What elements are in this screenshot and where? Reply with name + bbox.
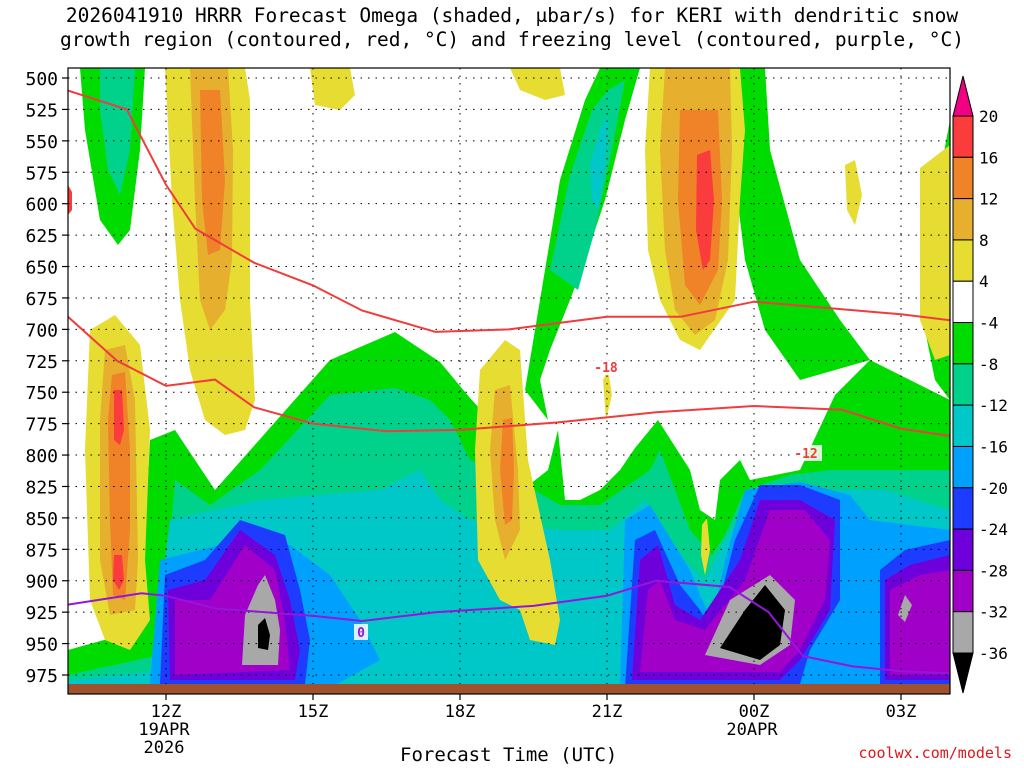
colorbar-tick-label: 4 — [979, 272, 989, 291]
y-tick-label: 825 — [25, 477, 58, 498]
y-tick-label: 700 — [25, 320, 58, 341]
y-tick-label: 575 — [25, 163, 58, 184]
omega-colorbar: 20 16 12 8 4 -4 -8 -12 -16 -20 -24 -28 -32 -36 — [952, 75, 1008, 694]
y-tick-label: 875 — [25, 540, 58, 561]
colorbar-swatch — [952, 156, 974, 200]
grid-lines — [68, 68, 950, 694]
contour-label-minus18: -18 — [594, 361, 618, 376]
contour-label-zero: 0 — [357, 626, 365, 641]
x-tick-date-label: 20APR — [726, 720, 778, 740]
y-tick-label: 950 — [25, 635, 58, 656]
colorbar-tick-label: 12 — [979, 190, 998, 209]
omega-area-teal-left — [100, 68, 135, 195]
dendritic-growth-contour-minus12 — [68, 316, 950, 437]
y-tick-label: 850 — [25, 509, 58, 530]
contour-label-minus12: -12 — [794, 447, 817, 462]
contour-label-zero-bg — [354, 624, 368, 640]
x-tick-date-label: 2026 — [144, 738, 185, 758]
colorbar-tick-label: -8 — [979, 355, 998, 374]
site-credit: coolwx.com/models — [858, 744, 1012, 762]
colorbar-swatch — [952, 363, 974, 406]
colorbar-tick-label: -20 — [979, 479, 1008, 498]
x-tick-label: 15Z — [298, 702, 329, 722]
chart-title: 2026041910 HRRR Forecast Omega (shaded, … — [0, 4, 1024, 52]
colorbar-tick-label: 8 — [979, 231, 989, 250]
colorbar-swatch — [952, 198, 974, 241]
y-tick-label: 550 — [25, 132, 58, 153]
colorbar-swatch — [952, 528, 974, 571]
plot-frame — [67, 67, 951, 695]
contour-label-minus18-bg — [590, 359, 622, 375]
freezing-level-contour-0 — [68, 579, 950, 675]
colorbar-tick-label: -36 — [979, 644, 1008, 663]
y-tick-label: 675 — [25, 289, 58, 310]
colorbar-tick-label: 20 — [979, 107, 998, 126]
x-axis-label: Forecast Time (UTC) — [400, 744, 618, 766]
x-tick-date-label: 19APR — [138, 720, 190, 740]
colorbar-swatch-min — [952, 652, 974, 694]
y-tick-label: 500 — [25, 69, 58, 90]
colorbar-swatch — [952, 569, 974, 613]
x-tick-label: 00Z — [739, 702, 770, 722]
y-tick-label: 625 — [25, 226, 58, 247]
y-tick-label: 650 — [25, 258, 58, 279]
colorbar-swatch — [952, 445, 974, 489]
y-tick-label: 725 — [25, 352, 58, 373]
dendritic-growth-contour-minus18 — [68, 89, 950, 333]
omega-area-gold — [100, 68, 732, 615]
colorbar-tick-label: 16 — [979, 148, 998, 167]
colorbar-swatch — [952, 611, 974, 654]
y-tick-label: 525 — [25, 100, 58, 121]
chart-title-line-1: 2026041910 HRRR Forecast Omega (shaded, … — [65, 4, 959, 27]
omega-shading — [68, 68, 950, 694]
y-tick-label: 800 — [25, 446, 58, 467]
colorbar-swatch-max — [952, 75, 974, 117]
colorbar-tick-label: -32 — [979, 603, 1008, 622]
y-tick-label: 775 — [25, 415, 58, 436]
x-tick-label: 12Z — [151, 702, 182, 722]
y-tick-label: 975 — [25, 666, 58, 687]
y-tick-label: 600 — [25, 195, 58, 216]
contour-label-minus12-bg — [790, 445, 822, 461]
ground-strip — [68, 684, 950, 694]
colorbar-tick-label: -4 — [979, 314, 998, 333]
colorbar-swatch — [952, 404, 974, 447]
colorbar-swatch — [952, 115, 974, 158]
omega-area-cyan-upper — [590, 115, 608, 210]
x-tick-label: 03Z — [886, 702, 917, 722]
colorbar-swatch — [952, 280, 974, 324]
y-tick-label: 925 — [25, 603, 58, 624]
colorbar-tick-label: -12 — [979, 396, 1008, 415]
x-tick-label: 18Z — [445, 702, 476, 722]
plot-area: -18 -12 0 — [67, 67, 951, 695]
colorbar-tick-label: -28 — [979, 561, 1008, 580]
y-tick-label: 750 — [25, 383, 58, 404]
x-tick-label: 21Z — [592, 702, 623, 722]
omega-area-yellow — [85, 68, 950, 650]
colorbar-swatch — [952, 322, 974, 365]
colorbar-tick-label: -16 — [979, 437, 1008, 456]
colorbar-swatch — [952, 239, 974, 282]
pressure-axis: 500 525 550 575 600 625 650 675 700 725 750 775 800 8… — [25, 69, 68, 687]
chart-title-line-2: growth region (contoured, red, °C) and f… — [60, 28, 964, 51]
colorbar-tick-label: -24 — [979, 520, 1008, 539]
colorbar-swatch — [952, 487, 974, 530]
y-tick-label: 900 — [25, 572, 58, 593]
